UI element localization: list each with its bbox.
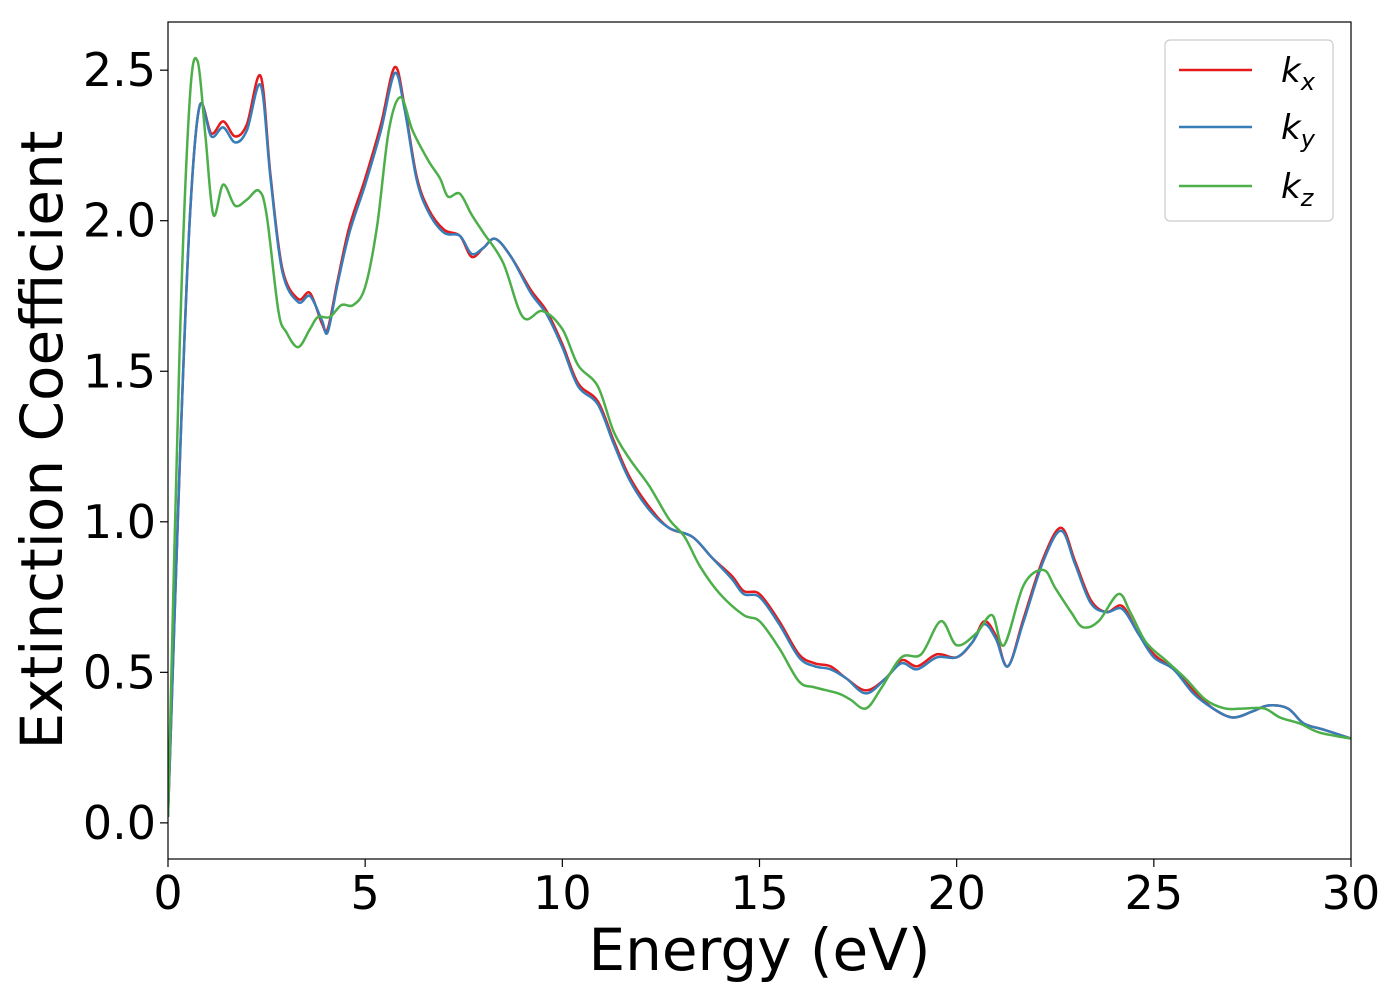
legend-label-ky-sub: y — [1300, 125, 1316, 153]
y-axis-title: Extinction Coefficient — [8, 131, 76, 750]
x-axis-title: Energy (eV) — [588, 916, 930, 984]
x-axis: 0 5 10 15 20 25 30 — [153, 859, 1380, 920]
legend-label-ky: ky — [1281, 108, 1316, 153]
y-axis: 0.0 0.5 1.0 1.5 2.0 2.5 — [83, 43, 168, 850]
y-tick-label: 1.0 — [83, 495, 156, 549]
y-tick-label: 0.0 — [83, 796, 156, 850]
series-layer — [168, 56, 1351, 817]
x-tick-label: 15 — [730, 866, 789, 920]
legend-box — [1164, 39, 1334, 222]
y-tick-label: 2.5 — [83, 43, 156, 97]
legend-label-kx: kx — [1281, 51, 1316, 96]
y-tick-label: 2.0 — [83, 194, 156, 248]
legend-label-ky-main: k — [1281, 108, 1302, 148]
legend-label-kz-main: k — [1281, 167, 1302, 207]
legend-label-kz: kz — [1281, 167, 1315, 212]
x-tick-label: 5 — [351, 866, 380, 920]
x-tick-label: 10 — [533, 866, 592, 920]
x-tick-label: 25 — [1125, 866, 1184, 920]
legend-label-kx-main: k — [1281, 51, 1302, 91]
legend: kx ky kz — [1164, 39, 1334, 222]
x-tick-label: 20 — [927, 866, 986, 920]
legend-label-kz-sub: z — [1300, 184, 1315, 212]
y-tick-label: 1.5 — [83, 344, 156, 398]
series-group — [168, 56, 1351, 817]
x-tick-label: 0 — [153, 866, 182, 920]
series-line-kz — [168, 56, 1351, 817]
legend-label-kx-sub: x — [1300, 68, 1316, 96]
x-tick-label: 30 — [1322, 866, 1381, 920]
y-tick-label: 0.5 — [83, 645, 156, 699]
plot-area — [168, 22, 1351, 859]
